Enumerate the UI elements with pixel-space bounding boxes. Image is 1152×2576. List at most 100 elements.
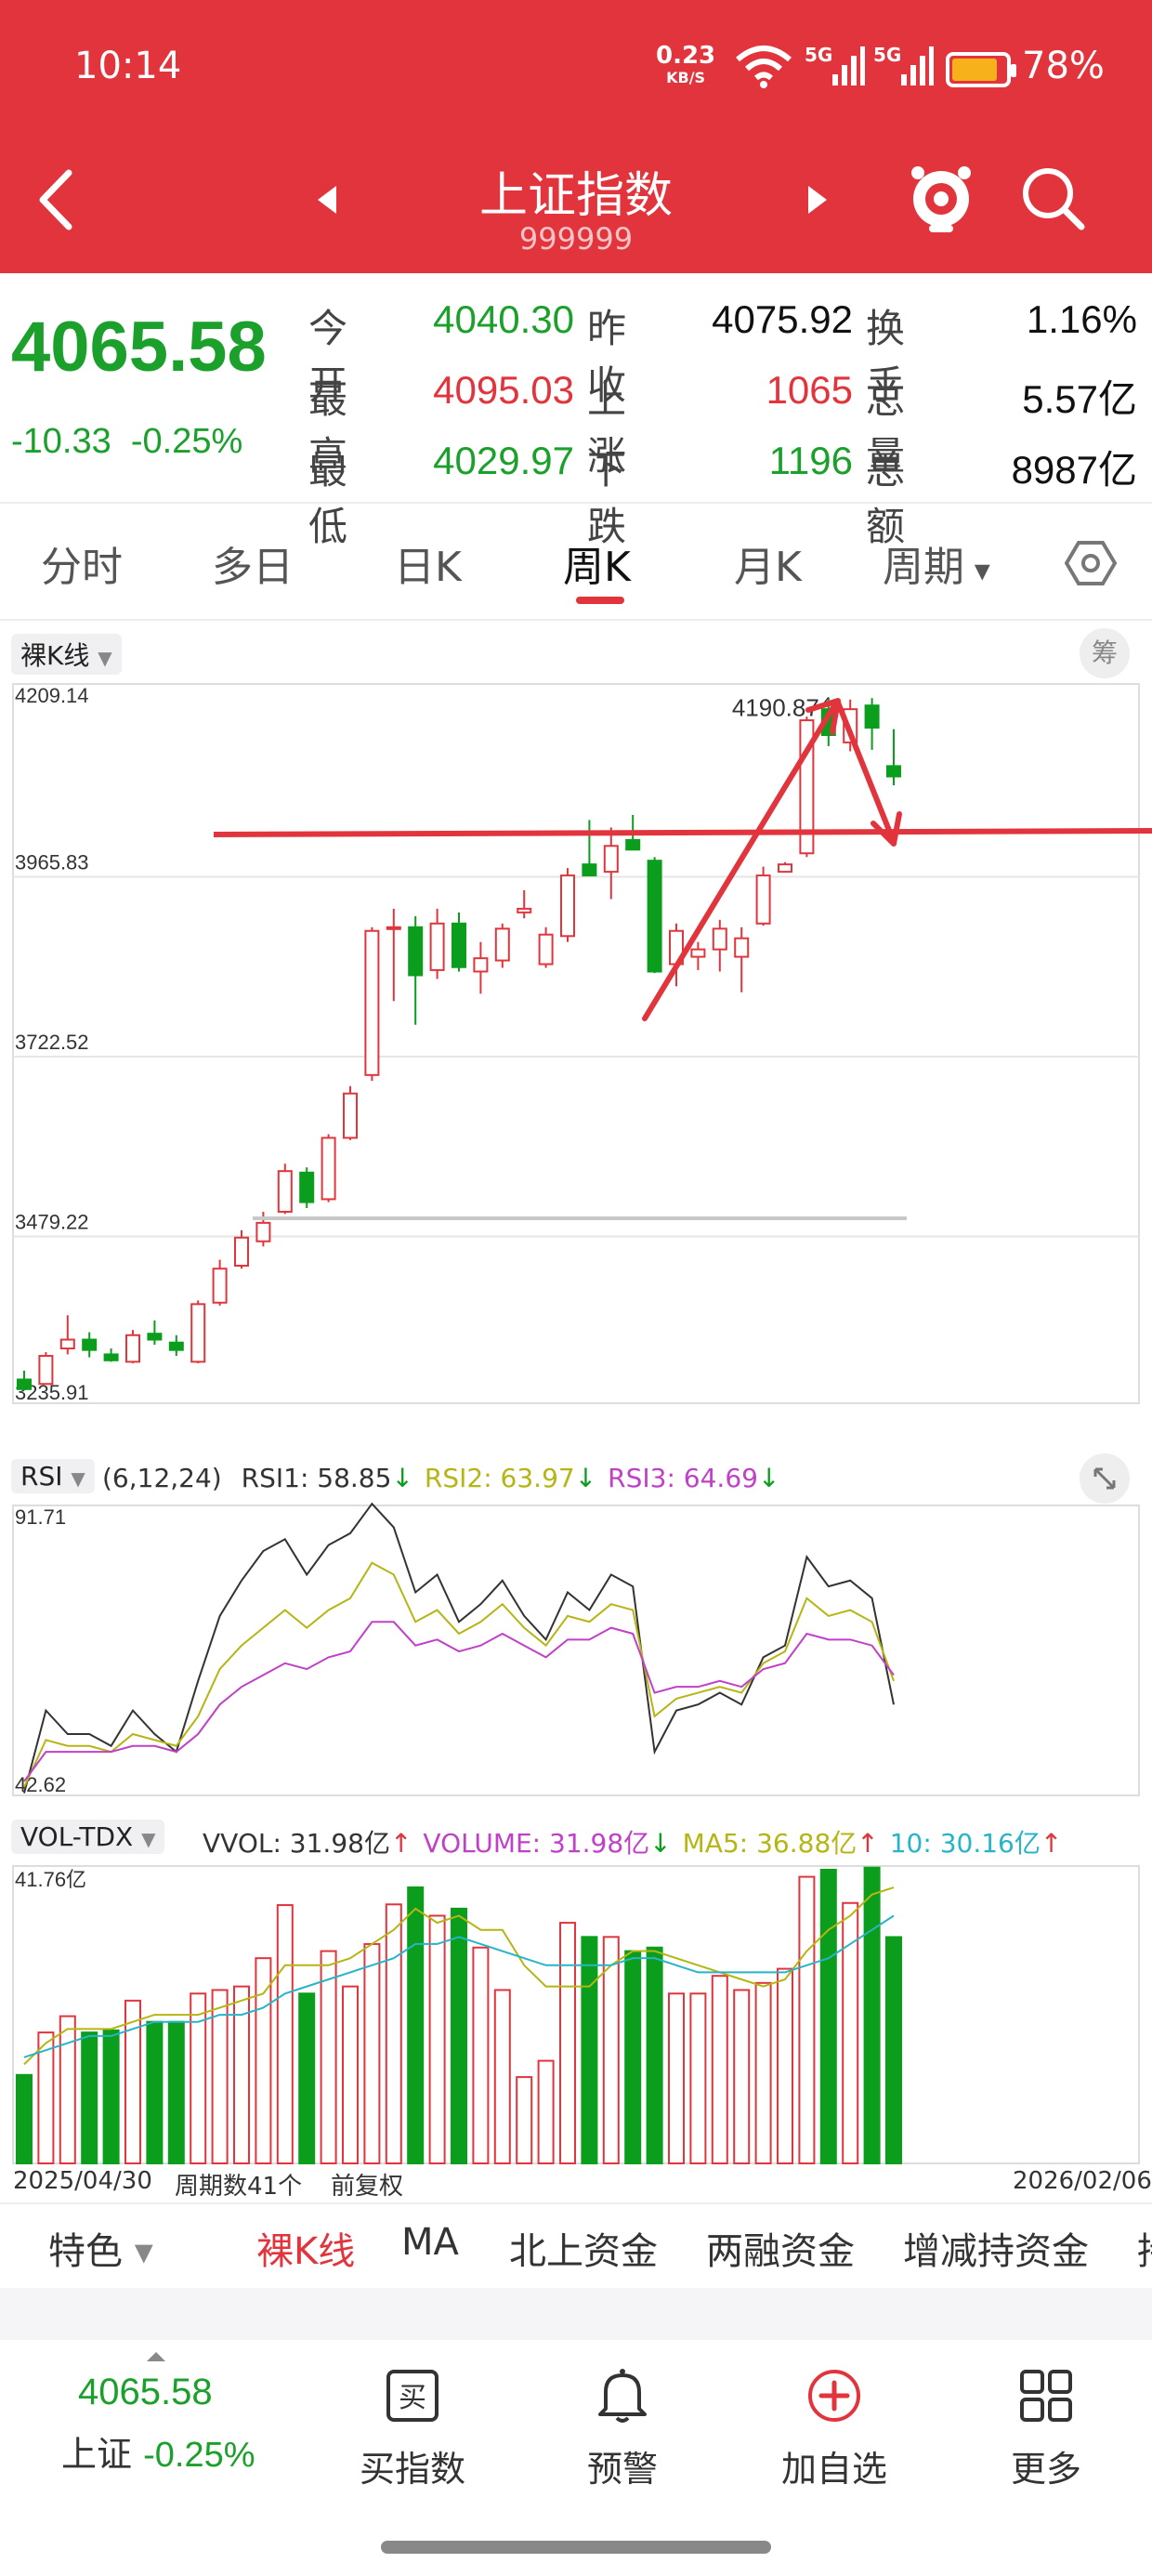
legend-item: RSI1: 58.85↓ bbox=[242, 1463, 413, 1493]
divider bbox=[0, 2202, 1152, 2204]
legend-value: 10: 30.16亿 bbox=[889, 1828, 1041, 1859]
quote-value: 1196 bbox=[768, 439, 853, 482]
quote-value: 4075.92 bbox=[712, 297, 853, 341]
bottom-summary: 上证 -0.25% bbox=[61, 2425, 255, 2477]
feature-item[interactable]: 特色 ▾ bbox=[48, 2221, 153, 2275]
kline-mode-select[interactable]: 裸K线 ▼ bbox=[11, 634, 122, 675]
volume-bar bbox=[798, 1875, 816, 2165]
volume-bar bbox=[602, 1936, 620, 2164]
y-tick-label: 3479.22 bbox=[15, 1210, 89, 1233]
feature-item[interactable]: MA bbox=[401, 2221, 459, 2264]
volume-bar bbox=[320, 1950, 337, 2164]
feature-item[interactable]: 裸K线 bbox=[256, 2221, 355, 2275]
tab-4[interactable]: 月K bbox=[734, 533, 802, 593]
rsi-chart[interactable]: 91.71 42.62 bbox=[0, 1498, 1152, 1805]
add-favorite-label: 加自选 bbox=[780, 2449, 887, 2490]
current-price: 4065.58 bbox=[11, 308, 267, 387]
volume-bar bbox=[668, 1992, 685, 2164]
quote-label: 总额 bbox=[866, 447, 906, 549]
feature-item[interactable]: 北上资金 bbox=[509, 2221, 658, 2275]
volume-bar bbox=[276, 1904, 294, 2164]
add-favorite-icon bbox=[805, 2366, 864, 2429]
candle-body bbox=[538, 933, 554, 966]
legend-arrow: ↓ bbox=[391, 1463, 413, 1493]
volume-bar bbox=[863, 1866, 881, 2164]
candle-body bbox=[452, 922, 466, 968]
tab-0[interactable]: 分时 bbox=[41, 533, 123, 593]
candle-body bbox=[277, 1170, 293, 1213]
feature-item[interactable]: 两融资金 bbox=[706, 2221, 855, 2275]
bottom-bar: 4065.58 上证 -0.25% 买 买指数 预警 加自选 bbox=[0, 2340, 1152, 2526]
volume-bar bbox=[342, 1985, 359, 2164]
quote-panel: 4065.58 -10.33 -0.25% 今开 4040.30 昨收 4075.92… bbox=[0, 273, 1152, 549]
period-count: 周期数41个 bbox=[175, 2173, 303, 2201]
volume-bar bbox=[428, 1914, 446, 2164]
chip-distribution-button[interactable]: 筹 bbox=[1080, 628, 1130, 678]
kline-chart[interactable]: 4209.143965.833722.523479.223235.914190.… bbox=[0, 675, 1152, 1418]
legend-item: 10: 30.16亿↑ bbox=[890, 1828, 1063, 1859]
back-icon[interactable] bbox=[37, 167, 74, 236]
wifi-icon bbox=[734, 43, 793, 99]
legend-arrow: ↓ bbox=[649, 1828, 672, 1859]
tab-3[interactable]: 周K bbox=[563, 533, 631, 593]
section-gap bbox=[0, 2288, 1152, 2340]
prev-stock-icon[interactable] bbox=[316, 184, 338, 219]
volume-bar bbox=[124, 1999, 141, 2164]
tab-5[interactable]: 周期 ▾ bbox=[883, 533, 990, 593]
expand-icon[interactable] bbox=[1080, 1453, 1130, 1504]
rsi-indicator-select[interactable]: RSI ▼ bbox=[11, 1459, 95, 1493]
grid-icon bbox=[1016, 2366, 1076, 2429]
feature-item[interactable]: 持 bbox=[1137, 2221, 1152, 2275]
candle-body bbox=[690, 948, 706, 958]
volume-bar bbox=[255, 1957, 272, 2164]
feature-label: 增减持资金 bbox=[903, 2230, 1089, 2273]
quote-value: 4040.30 bbox=[433, 297, 574, 341]
tab-1[interactable]: 多日 bbox=[212, 533, 294, 593]
tab-label: 分时 bbox=[41, 544, 123, 591]
home-indicator[interactable] bbox=[381, 2541, 771, 2554]
volume-bar bbox=[190, 1992, 207, 2164]
quote-value: 1065 bbox=[766, 368, 853, 412]
volume-bar bbox=[733, 1989, 751, 2164]
title-bar: 上证指数 999999 bbox=[0, 139, 1152, 269]
candle-body bbox=[647, 860, 662, 973]
volume-bar bbox=[146, 2020, 164, 2164]
feature-item[interactable]: 增减持资金 bbox=[903, 2221, 1089, 2275]
kline-mode-label: 裸K线 bbox=[20, 640, 90, 671]
search-icon[interactable] bbox=[1020, 165, 1087, 236]
candle-body bbox=[147, 1333, 163, 1341]
signal-icon: 5G bbox=[805, 43, 866, 99]
quote-value: 1.16% bbox=[1026, 297, 1137, 341]
period-tabs: 分时 多日 日K 周K 月K 周期 ▾ bbox=[0, 517, 1152, 619]
legend-value: RSI2: 63.97 bbox=[424, 1463, 575, 1493]
tab-2[interactable]: 日K bbox=[394, 533, 462, 593]
settings-hex-icon[interactable] bbox=[1064, 537, 1118, 593]
end-date: 2026/02/06 bbox=[1013, 2167, 1152, 2195]
buy-icon-glyph: 买 bbox=[399, 2382, 426, 2414]
legend-value: MA5: 36.88亿 bbox=[682, 1828, 857, 1859]
candle-body bbox=[255, 1221, 271, 1242]
volume-bar bbox=[624, 1950, 642, 2164]
more-label: 更多 bbox=[1010, 2449, 1081, 2490]
candle-body bbox=[603, 845, 619, 874]
expand-up-icon[interactable] bbox=[145, 2349, 167, 2367]
volume-chart[interactable]: 41.76亿 bbox=[0, 1859, 1152, 2175]
legend-item: RSI2: 63.97↓ bbox=[425, 1463, 596, 1493]
alert-label: 预警 bbox=[586, 2449, 658, 2490]
candle-body bbox=[408, 926, 424, 977]
candle-body bbox=[560, 874, 575, 938]
net-speed-unit: KB/S bbox=[666, 69, 706, 86]
candle-body bbox=[125, 1334, 140, 1363]
divider bbox=[0, 502, 1152, 504]
adjust-mode[interactable]: 前复权 bbox=[331, 2173, 404, 2201]
vol-indicator-select[interactable]: VOL-TDX ▼ bbox=[11, 1820, 165, 1854]
page-title: 上证指数 bbox=[478, 168, 673, 224]
active-tab-indicator bbox=[576, 597, 624, 604]
plot-frame bbox=[12, 1505, 1140, 1796]
y-tick-label: 3722.52 bbox=[15, 1031, 89, 1054]
next-stock-icon[interactable] bbox=[806, 184, 829, 219]
candle-body bbox=[625, 838, 641, 851]
mascot-icon[interactable] bbox=[909, 160, 974, 238]
volume-bar bbox=[689, 1992, 707, 2164]
